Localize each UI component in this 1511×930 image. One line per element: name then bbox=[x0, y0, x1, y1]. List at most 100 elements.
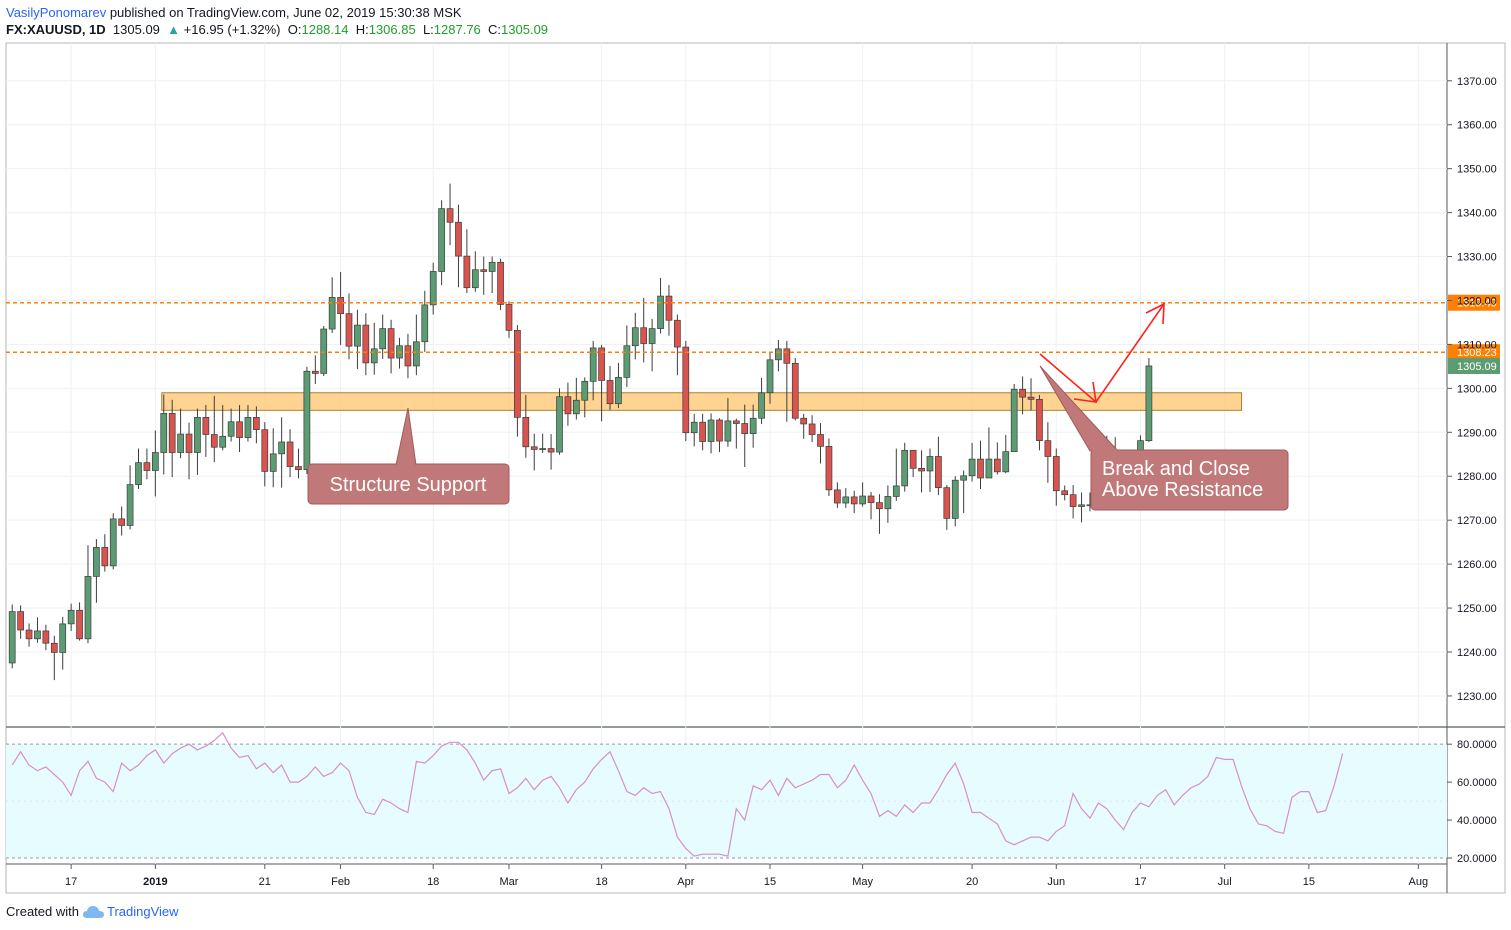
candle-body bbox=[67, 609, 75, 625]
candle-body bbox=[143, 462, 151, 471]
candle-body bbox=[227, 421, 235, 437]
price-tick-label: 1290.00 bbox=[1457, 427, 1497, 439]
candle-body bbox=[783, 348, 791, 364]
price-chart[interactable]: 1319.49 1308.23 1305.09 1230.00 1240.00 1250… bbox=[0, 0, 1511, 900]
levels-layer: 1319.49 1308.23 1305.09 bbox=[6, 294, 1500, 374]
candle-body bbox=[463, 255, 471, 289]
candle-body bbox=[379, 328, 387, 350]
candle-body bbox=[429, 271, 437, 306]
low-label: L: bbox=[422, 22, 434, 37]
candle-body bbox=[202, 417, 210, 435]
candle-body bbox=[1069, 494, 1077, 507]
candle-body bbox=[530, 446, 538, 450]
rsi-tick-label: 20.0000 bbox=[1457, 853, 1497, 865]
candle-body bbox=[387, 328, 395, 359]
high-value: 1306.85 bbox=[368, 22, 416, 37]
candle-body bbox=[25, 629, 33, 640]
candle-body bbox=[345, 313, 353, 347]
last-price-text: 1305.09 bbox=[112, 22, 160, 37]
candle-body bbox=[118, 518, 126, 526]
support-zone-rect bbox=[161, 392, 1243, 411]
price-tick-label: 1250.00 bbox=[1457, 603, 1497, 615]
candle-body bbox=[160, 413, 168, 453]
candle-body bbox=[1002, 451, 1010, 473]
candle-body bbox=[598, 347, 605, 381]
created-with-text: Created with bbox=[6, 904, 79, 919]
time-tick-label: 15 bbox=[1303, 876, 1315, 888]
resistance-price-badge bbox=[1448, 344, 1500, 361]
candle-body bbox=[362, 324, 370, 364]
candle-body bbox=[901, 449, 909, 487]
candle-body bbox=[935, 456, 942, 489]
candle-body bbox=[514, 330, 521, 418]
price-tick-label: 1300.00 bbox=[1457, 383, 1497, 395]
resistance-price-label: 1308.23 bbox=[1457, 347, 1497, 359]
candle-body bbox=[8, 611, 16, 664]
candle-body bbox=[1036, 398, 1043, 441]
candle-body bbox=[850, 496, 858, 505]
candle-body bbox=[210, 434, 218, 448]
candle-body bbox=[311, 370, 319, 374]
candle-body bbox=[269, 453, 277, 472]
candle-body bbox=[842, 496, 850, 504]
author-link[interactable]: VasilyPonomarev bbox=[6, 5, 107, 20]
candle-body bbox=[1052, 456, 1060, 492]
candle-body bbox=[926, 456, 934, 472]
time-tick-label: 17 bbox=[1134, 876, 1146, 888]
time-tick-label: 2019 bbox=[143, 876, 167, 888]
breakout-callout-line2: Above Resistance bbox=[1102, 479, 1263, 501]
time-tick-label: Mar bbox=[500, 876, 519, 888]
candle-body bbox=[791, 362, 799, 419]
low-value: 1287.76 bbox=[433, 22, 481, 37]
publish-header: VasilyPonomarev published on TradingView… bbox=[6, 5, 462, 20]
candle-body bbox=[253, 417, 260, 431]
candle-body bbox=[876, 502, 883, 510]
time-tick-label: 18 bbox=[595, 876, 607, 888]
time-tick-label: Aug bbox=[1409, 876, 1429, 888]
candle-body bbox=[817, 434, 824, 447]
open-label: O: bbox=[287, 22, 302, 37]
candle-body bbox=[328, 297, 336, 330]
candle-body bbox=[909, 449, 917, 469]
candle-body bbox=[126, 484, 134, 526]
candle-body bbox=[800, 417, 808, 425]
candle-body bbox=[1044, 440, 1052, 457]
candle-body bbox=[471, 269, 479, 289]
candle-body bbox=[581, 380, 589, 401]
candle-body bbox=[488, 261, 496, 272]
up-triangle-icon: ▲ bbox=[167, 22, 181, 37]
support-callout-text: Structure Support bbox=[330, 474, 487, 496]
candle-body bbox=[556, 396, 563, 453]
resistance-price-label: 1319.49 bbox=[1457, 298, 1497, 310]
candle-body bbox=[168, 413, 176, 453]
candle-body bbox=[1145, 365, 1153, 441]
candle-body bbox=[674, 319, 681, 348]
candle-body bbox=[859, 495, 866, 505]
rsi-tick-label: 60.0000 bbox=[1457, 777, 1497, 789]
candle-body bbox=[244, 417, 252, 438]
candle-body bbox=[808, 423, 816, 435]
price-tick-label: 1240.00 bbox=[1457, 647, 1497, 659]
candle-body bbox=[295, 466, 302, 470]
rsi-pane bbox=[6, 731, 1447, 859]
price-tick-label: 1350.00 bbox=[1457, 164, 1497, 176]
candle-body bbox=[421, 304, 429, 343]
candle-body bbox=[185, 433, 193, 453]
candle-body bbox=[606, 380, 614, 405]
breakout-callout-line1: Break and Close bbox=[1102, 458, 1250, 480]
tradingview-link[interactable]: TradingView bbox=[82, 904, 179, 919]
candle-body bbox=[194, 417, 201, 453]
candle-body bbox=[615, 377, 622, 405]
candle-body bbox=[354, 324, 361, 347]
candle-body bbox=[732, 420, 740, 424]
published-text: published on TradingView.com, June 02, 2… bbox=[106, 5, 462, 20]
footer: Created with TradingView bbox=[6, 904, 179, 919]
support-zone-layer bbox=[161, 392, 1243, 411]
candle-body bbox=[109, 518, 117, 567]
time-tick-label: Jun bbox=[1047, 876, 1065, 888]
candle-body bbox=[968, 458, 976, 477]
price-tick-label: 1260.00 bbox=[1457, 559, 1497, 571]
candle-body bbox=[707, 419, 715, 442]
candle-body bbox=[572, 399, 580, 415]
candle-body bbox=[631, 327, 639, 347]
